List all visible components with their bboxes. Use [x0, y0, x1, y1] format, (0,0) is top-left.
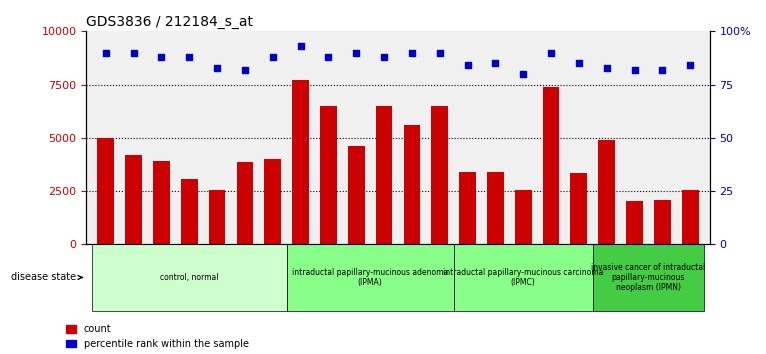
Point [211, 65, 223, 70]
Point [155, 54, 168, 60]
Bar [375, 106, 392, 244]
Bar [626, 201, 643, 244]
Bar [320, 106, 337, 244]
Point [322, 54, 335, 60]
FancyBboxPatch shape [593, 244, 704, 311]
FancyBboxPatch shape [453, 244, 593, 311]
FancyBboxPatch shape [92, 244, 286, 311]
Bar [571, 173, 588, 244]
Bar [404, 125, 421, 244]
Bar [237, 162, 254, 244]
Bar [208, 190, 225, 244]
Point [434, 50, 446, 56]
Point [601, 65, 613, 70]
Bar [598, 140, 615, 244]
Point [573, 61, 585, 66]
Bar [153, 161, 170, 244]
Text: control, normal: control, normal [160, 273, 218, 282]
Point [489, 61, 502, 66]
Bar [654, 200, 671, 244]
Point [517, 71, 529, 77]
Text: invasive cancer of intraductal
papillary-mucinous
neoplasm (IPMN): invasive cancer of intraductal papillary… [591, 263, 705, 292]
Text: GDS3836 / 212184_s_at: GDS3836 / 212184_s_at [87, 15, 254, 29]
Text: disease state: disease state [11, 273, 83, 282]
Point [239, 67, 251, 73]
Point [656, 67, 669, 73]
Bar [264, 159, 281, 244]
Point [628, 67, 640, 73]
Point [378, 54, 390, 60]
Point [267, 54, 279, 60]
Point [294, 44, 306, 49]
Point [183, 54, 195, 60]
FancyBboxPatch shape [286, 244, 453, 311]
Bar [348, 146, 365, 244]
Point [461, 63, 473, 68]
Point [406, 50, 418, 56]
Point [127, 50, 139, 56]
Bar [431, 106, 448, 244]
Bar [459, 172, 476, 244]
Text: intraductal papillary-mucinous adenoma
(IPMA): intraductal papillary-mucinous adenoma (… [292, 268, 448, 287]
Point [100, 50, 112, 56]
Bar [487, 172, 504, 244]
Bar [292, 80, 309, 244]
Bar [515, 190, 532, 244]
Bar [682, 190, 699, 244]
Text: intraductal papillary-mucinous carcinoma
(IPMC): intraductal papillary-mucinous carcinoma… [443, 268, 604, 287]
Point [350, 50, 362, 56]
Bar [125, 155, 142, 244]
Point [684, 63, 696, 68]
Bar [181, 179, 198, 244]
Legend: count, percentile rank within the sample: count, percentile rank within the sample [66, 324, 249, 349]
Bar [542, 87, 559, 244]
Bar [97, 138, 114, 244]
Point [545, 50, 557, 56]
